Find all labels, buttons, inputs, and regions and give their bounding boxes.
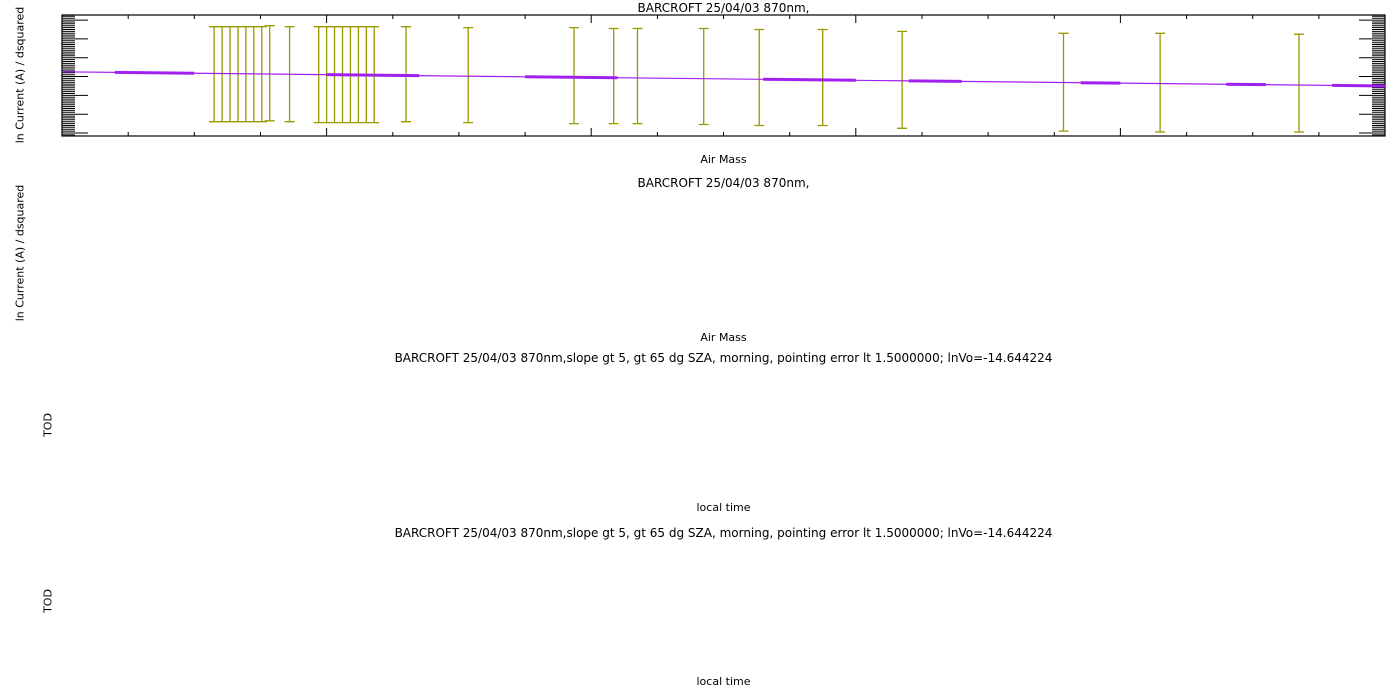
panel1-frame <box>61 14 1386 137</box>
panel1-fit-line-thick <box>908 79 962 83</box>
panel1-fit-line <box>61 71 1386 87</box>
panel4-xaxis-title: local time <box>696 675 751 688</box>
panel2-xaxis-title: Air Mass <box>700 331 747 344</box>
panel1-ticks <box>61 15 1386 136</box>
panel4-title: BARCROFT 25/04/03 870nm,slope gt 5, gt 6… <box>394 526 1053 540</box>
panel1-title: BARCROFT 25/04/03 870nm, <box>637 1 810 15</box>
panel2-title: BARCROFT 25/04/03 870nm, <box>637 176 810 190</box>
panel1-fit-line-thick <box>114 70 195 75</box>
panel3-title: BARCROFT 25/04/03 870nm,slope gt 5, gt 6… <box>394 351 1053 365</box>
panel1-xaxis-title: Air Mass <box>700 153 747 166</box>
panel1-fit-line-thick <box>326 73 420 78</box>
panel1-fit-line-thick <box>1332 83 1386 88</box>
panel3-xaxis-title: local time <box>696 501 751 514</box>
panel1-fit-line-thick <box>525 75 618 80</box>
panel1-fit-line-thick <box>763 77 856 82</box>
